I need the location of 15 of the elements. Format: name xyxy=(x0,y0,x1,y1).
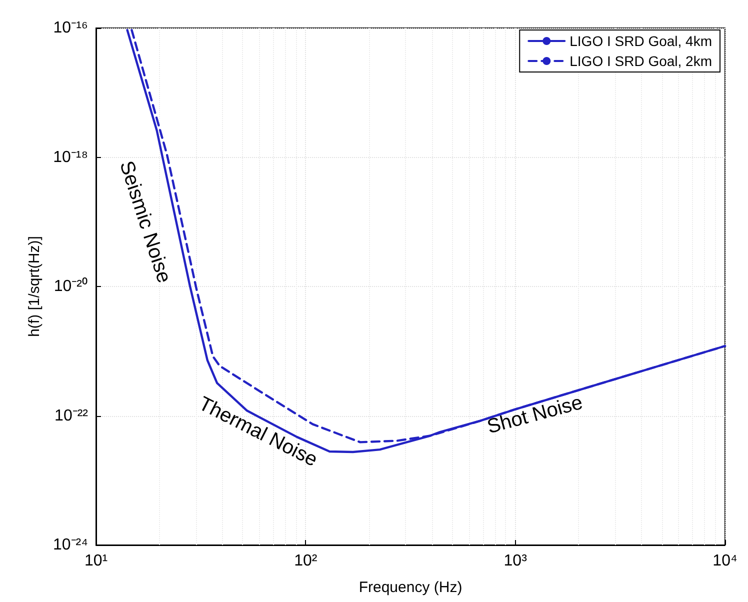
x-tick-label: 10⁴ xyxy=(712,552,738,570)
legend-label: LIGO I SRD Goal, 4km xyxy=(570,33,712,49)
x-tick-label: 10² xyxy=(294,552,318,570)
y-tick-label: 10⁻²⁰ xyxy=(54,277,88,295)
x-axis-title: Frequency (Hz) xyxy=(358,579,462,596)
x-tick-label: 10¹ xyxy=(84,552,108,570)
annotation: Seismic Noise xyxy=(114,158,176,286)
x-tick-label: 10³ xyxy=(504,552,528,570)
y-axis-title: h(f) [1/sqrt(Hz)] xyxy=(26,236,44,337)
y-tick-label: 10⁻¹⁶ xyxy=(53,20,88,36)
annotation: Shot Noise xyxy=(484,392,586,438)
y-tick-label: 10⁻²² xyxy=(54,407,89,424)
y-tick-label: 10⁻²⁴ xyxy=(53,536,88,554)
legend-label: LIGO I SRD Goal, 2km xyxy=(570,53,712,69)
y-tick-label: 10⁻¹⁸ xyxy=(53,148,88,166)
